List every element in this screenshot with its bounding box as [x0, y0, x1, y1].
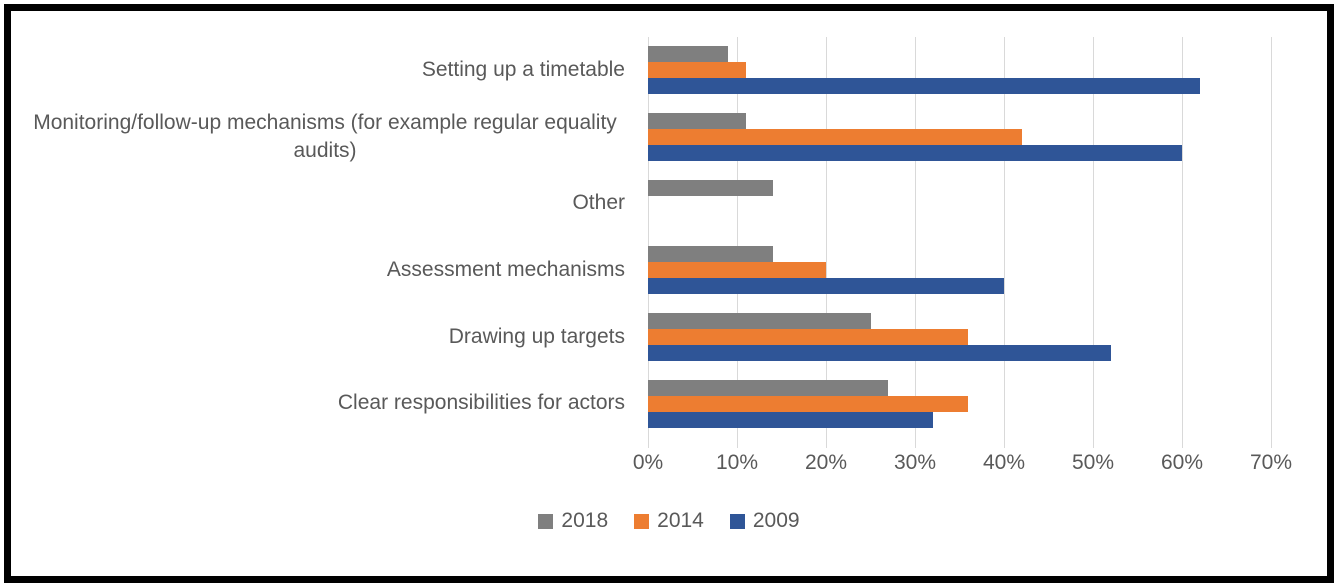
bar-2014: [648, 395, 969, 412]
bar-group-monitoring-follow-up-mechanisms: [648, 104, 1271, 171]
bar-2009: [648, 344, 1111, 361]
bar-2014: [648, 128, 1022, 145]
gridline-50pct: [1093, 37, 1094, 448]
bar-2014: [648, 262, 826, 279]
legend-item-2018: 2018: [538, 509, 608, 533]
gridline-30pct: [914, 37, 916, 448]
legend: 2018 2014 2009: [11, 509, 1327, 533]
gridline-10pct: [736, 37, 738, 448]
x-tick-0pct: 0%: [632, 451, 664, 474]
chart-border-frame: Setting up a timetable Monitoring/follow…: [4, 4, 1334, 583]
category-label-clear-responsibilities: Clear responsibilities for actors: [337, 391, 625, 415]
bar-2014: [648, 62, 746, 79]
bar-2018: [648, 379, 889, 396]
legend-swatch-2014: [634, 513, 650, 529]
plot-area: [648, 37, 1272, 448]
gridline-60pct: [1182, 37, 1183, 448]
x-tick-60pct: 60%: [1160, 451, 1204, 474]
category-label-setting-up-a-timetable: Setting up a timetable: [421, 58, 625, 82]
x-tick-30pct: 30%: [893, 451, 936, 474]
gridline-70pct: [1271, 37, 1272, 448]
bar-2018: [648, 46, 729, 63]
bar-2009: [648, 78, 1200, 95]
legend-label-2014: 2014: [657, 509, 704, 532]
category-label-drawing-up-targets: Drawing up targets: [448, 324, 625, 348]
gridline-20pct: [825, 37, 827, 448]
bar-2018: [648, 312, 871, 329]
bar-group-drawing-up-targets: [648, 304, 1271, 371]
legend-item-2014: 2014: [634, 509, 704, 533]
bar-2009: [648, 411, 933, 428]
bar-2014: [648, 328, 969, 345]
legend-swatch-2009: [729, 513, 745, 529]
bar-2009: [648, 278, 1004, 295]
plot-and-labels: Setting up a timetable Monitoring/follow…: [11, 37, 1327, 448]
gridline-0pct: [648, 37, 649, 448]
x-tick-20pct: 20%: [804, 451, 847, 474]
x-axis: 0% 10% 20% 30% 40% 50% 60% 70%: [11, 451, 1327, 479]
bar-group-other: [648, 170, 1271, 237]
x-tick-70pct: 70%: [1249, 451, 1293, 474]
x-axis-spacer: [11, 451, 648, 479]
legend-label-2018: 2018: [561, 509, 609, 532]
legend-item-2009: 2009: [729, 509, 800, 533]
bar-group-setting-up-a-timetable: [648, 37, 1271, 104]
legend-swatch-2018: [538, 513, 554, 529]
x-tick-10pct: 10%: [715, 451, 758, 474]
x-tick-50pct: 50%: [1071, 451, 1115, 474]
category-axis: Setting up a timetable Monitoring/follow…: [11, 37, 648, 437]
category-label-other: Other: [572, 191, 625, 215]
x-axis-tick-labels: 0% 10% 20% 30% 40% 50% 60% 70%: [633, 451, 1292, 479]
grouped-bar-chart: Setting up a timetable Monitoring/follow…: [11, 37, 1327, 576]
bar-2009: [648, 144, 1182, 161]
legend-label-2009: 2009: [752, 509, 800, 532]
bar-group-clear-responsibilities: [648, 370, 1271, 437]
bar-2018: [648, 179, 773, 196]
category-label-assessment-mechanisms: Assessment mechanisms: [386, 258, 625, 282]
bar-group-assessment-mechanisms: [648, 237, 1271, 304]
gridline-40pct: [1004, 37, 1005, 448]
bar-2018: [648, 246, 773, 263]
bar-2018: [648, 112, 746, 129]
category-label-monitoring-follow-up-mechanisms: Monitoring/follow-up mechanisms (for exa…: [33, 110, 617, 162]
x-tick-40pct: 40%: [982, 451, 1026, 474]
